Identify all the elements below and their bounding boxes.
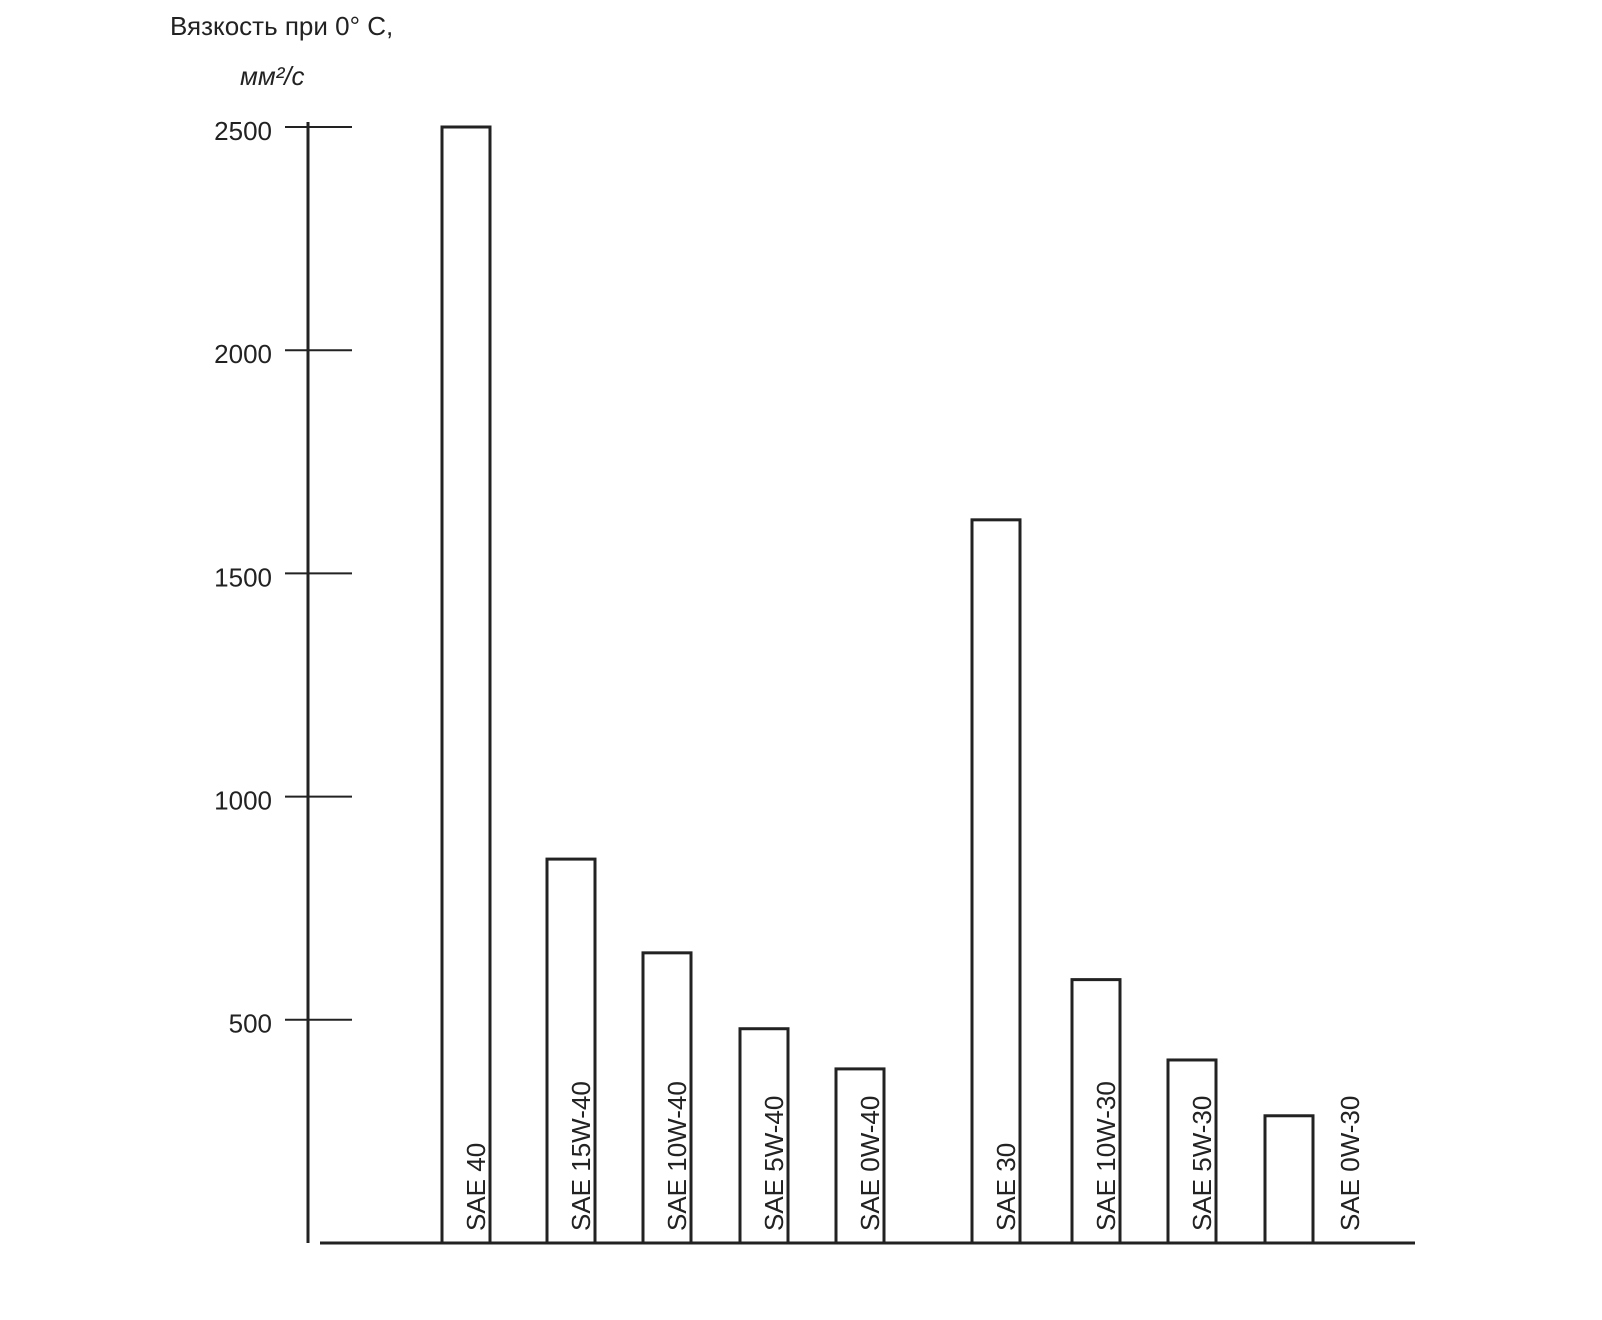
bar bbox=[641, 951, 693, 1245]
bar bbox=[1070, 978, 1122, 1245]
x-tick-label: SAE 10W-40 bbox=[662, 1081, 692, 1231]
y-axis-label: Вязкость при 0° С, bbox=[170, 11, 393, 41]
bar bbox=[1166, 1058, 1218, 1245]
x-tick-label: SAE 15W-40 bbox=[566, 1081, 596, 1231]
x-tick-label: SAE 30 bbox=[991, 1143, 1021, 1231]
bar bbox=[1263, 1114, 1315, 1245]
y-tick-label: 1500 bbox=[214, 562, 272, 592]
y-axis-unit: мм²/с bbox=[240, 61, 305, 91]
x-tick-label: SAE 0W-40 bbox=[855, 1096, 885, 1231]
bar bbox=[440, 125, 492, 1245]
bar bbox=[738, 1027, 790, 1245]
x-tick-label: SAE 5W-30 bbox=[1187, 1096, 1217, 1231]
bar bbox=[970, 518, 1022, 1245]
bar bbox=[545, 857, 597, 1245]
x-tick-label: SAE 0W-30 bbox=[1335, 1096, 1365, 1231]
y-tick-label: 2500 bbox=[214, 116, 272, 146]
y-tick-label: 1000 bbox=[214, 785, 272, 815]
x-tick-label: SAE 10W-30 bbox=[1091, 1081, 1121, 1231]
bar bbox=[834, 1067, 886, 1245]
x-tick-label: SAE 40 bbox=[461, 1143, 491, 1231]
y-tick-label: 2000 bbox=[214, 339, 272, 369]
x-tick-label: SAE 5W-40 bbox=[759, 1096, 789, 1231]
y-tick-label: 500 bbox=[229, 1009, 272, 1039]
